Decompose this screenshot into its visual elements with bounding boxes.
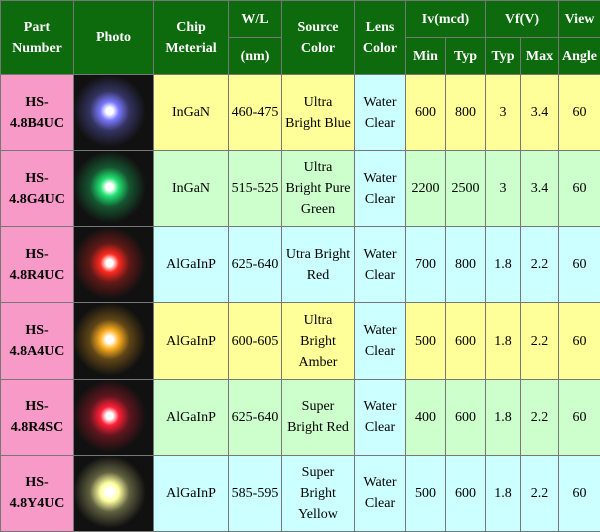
angle-cell: 60 (558, 454, 600, 532)
vf-max-cell: 3.4 (520, 150, 559, 228)
header-cell: (nm) (228, 37, 282, 75)
photo-cell (73, 302, 154, 380)
vf-typ-cell: 1.8 (485, 302, 521, 380)
vf-max-cell: 2.2 (520, 226, 559, 304)
vf-typ-cell: 1.8 (485, 454, 521, 532)
vf-max-cell: 2.2 (520, 378, 559, 456)
lens-cell: Water Clear (354, 302, 406, 380)
iv-typ-cell: 600 (445, 302, 486, 380)
led-photo (74, 151, 153, 226)
lens-cell: Water Clear (354, 378, 406, 456)
angle-cell: 60 (558, 302, 600, 380)
table-row: HS-4.8R4UC AlGaInP 625-640 Utra Bright Red W… (0, 226, 600, 304)
wl-cell: 600-605 (228, 302, 282, 380)
wl-cell: 585-595 (228, 454, 282, 532)
table-row: HS-4.8A4UC AlGaInP 600-605 Ultra Bright Amb… (0, 302, 600, 380)
angle-cell: 60 (558, 226, 600, 304)
photo-cell (73, 454, 154, 532)
iv-typ-cell: 2500 (445, 150, 486, 228)
vf-max-cell: 3.4 (520, 73, 559, 152)
chip-cell: InGaN (153, 150, 229, 228)
vf-typ-cell: 3 (485, 73, 521, 152)
angle-cell: 60 (558, 150, 600, 228)
iv-min-cell: 500 (405, 454, 446, 532)
vf-max-cell: 2.2 (520, 454, 559, 532)
part-number-cell: HS-4.8B4UC (0, 73, 74, 152)
angle-cell: 60 (558, 378, 600, 456)
wl-cell: 515-525 (228, 150, 282, 228)
header-cell: View (558, 0, 600, 38)
iv-typ-cell: 600 (445, 378, 486, 456)
iv-typ-cell: 800 (445, 73, 486, 152)
header-cell: Chip Meterial (153, 0, 229, 75)
header-cell: Min (405, 37, 446, 75)
vf-typ-cell: 1.8 (485, 378, 521, 456)
photo-cell (73, 226, 154, 304)
source-cell: Ultra Bright Amber (281, 302, 355, 380)
part-number-cell: HS-4.8R4UC (0, 226, 74, 304)
header-cell: Iv(mcd) (405, 0, 486, 38)
led-photo (74, 75, 153, 150)
lens-cell: Water Clear (354, 150, 406, 228)
part-number-cell: HS-4.8R4SC (0, 378, 74, 456)
iv-min-cell: 500 (405, 302, 446, 380)
part-number-cell: HS-4.8Y4UC (0, 454, 74, 532)
iv-min-cell: 2200 (405, 150, 446, 228)
source-cell: Ultra Bright Pure Green (281, 150, 355, 228)
photo-cell (73, 150, 154, 228)
table-body: HS-4.8B4UC InGaN 460-475 Ultra Bright Blue W… (0, 73, 600, 532)
iv-min-cell: 600 (405, 73, 446, 152)
lens-cell: Water Clear (354, 226, 406, 304)
vf-typ-cell: 3 (485, 150, 521, 228)
table-row: HS-4.8B4UC InGaN 460-475 Ultra Bright Blue W… (0, 73, 600, 152)
wl-cell: 625-640 (228, 378, 282, 456)
chip-cell: AlGaInP (153, 378, 229, 456)
chip-cell: AlGaInP (153, 302, 229, 380)
source-cell: Utra Bright Red (281, 226, 355, 304)
chip-cell: AlGaInP (153, 454, 229, 532)
header-cell: Source Color (281, 0, 355, 75)
header-cell: Part Number (0, 0, 74, 75)
header-cell: W/L (228, 0, 282, 38)
photo-cell (73, 73, 154, 152)
source-cell: Super Bright Yellow (281, 454, 355, 532)
chip-cell: AlGaInP (153, 226, 229, 304)
led-photo (74, 380, 153, 455)
source-cell: Ultra Bright Blue (281, 73, 355, 152)
wl-cell: 625-640 (228, 226, 282, 304)
table-row: HS-4.8R4SC AlGaInP 625-640 Super Bright Red… (0, 378, 600, 456)
header-cell: Typ (445, 37, 486, 75)
header-cell: Vf(V) (485, 0, 559, 38)
header-cell: Lens Color (354, 0, 406, 75)
vf-typ-cell: 1.8 (485, 226, 521, 304)
wl-cell: 460-475 (228, 73, 282, 152)
header-cell: Max (520, 37, 559, 75)
header-cell: Typ (485, 37, 521, 75)
led-photo (74, 303, 153, 379)
chip-cell: InGaN (153, 73, 229, 152)
iv-typ-cell: 600 (445, 454, 486, 532)
lens-cell: Water Clear (354, 73, 406, 152)
table-row: HS-4.8G4UC InGaN 515-525 Ultra Bright Pure … (0, 150, 600, 228)
header-cell: Angle (558, 37, 600, 75)
photo-cell (73, 378, 154, 456)
iv-typ-cell: 800 (445, 226, 486, 304)
part-number-cell: HS-4.8G4UC (0, 150, 74, 228)
angle-cell: 60 (558, 73, 600, 152)
source-cell: Super Bright Red (281, 378, 355, 456)
table-header: Part Number Photo Chip Meterial W/L Sour… (0, 0, 600, 75)
lens-cell: Water Clear (354, 454, 406, 532)
vf-max-cell: 2.2 (520, 302, 559, 380)
header-cell: Photo (73, 0, 154, 75)
led-photo (74, 227, 153, 302)
iv-min-cell: 400 (405, 378, 446, 456)
iv-min-cell: 700 (405, 226, 446, 304)
led-photo (74, 456, 153, 531)
part-number-cell: HS-4.8A4UC (0, 302, 74, 380)
table-row: HS-4.8Y4UC AlGaInP 585-595 Super Bright Yel… (0, 454, 600, 532)
